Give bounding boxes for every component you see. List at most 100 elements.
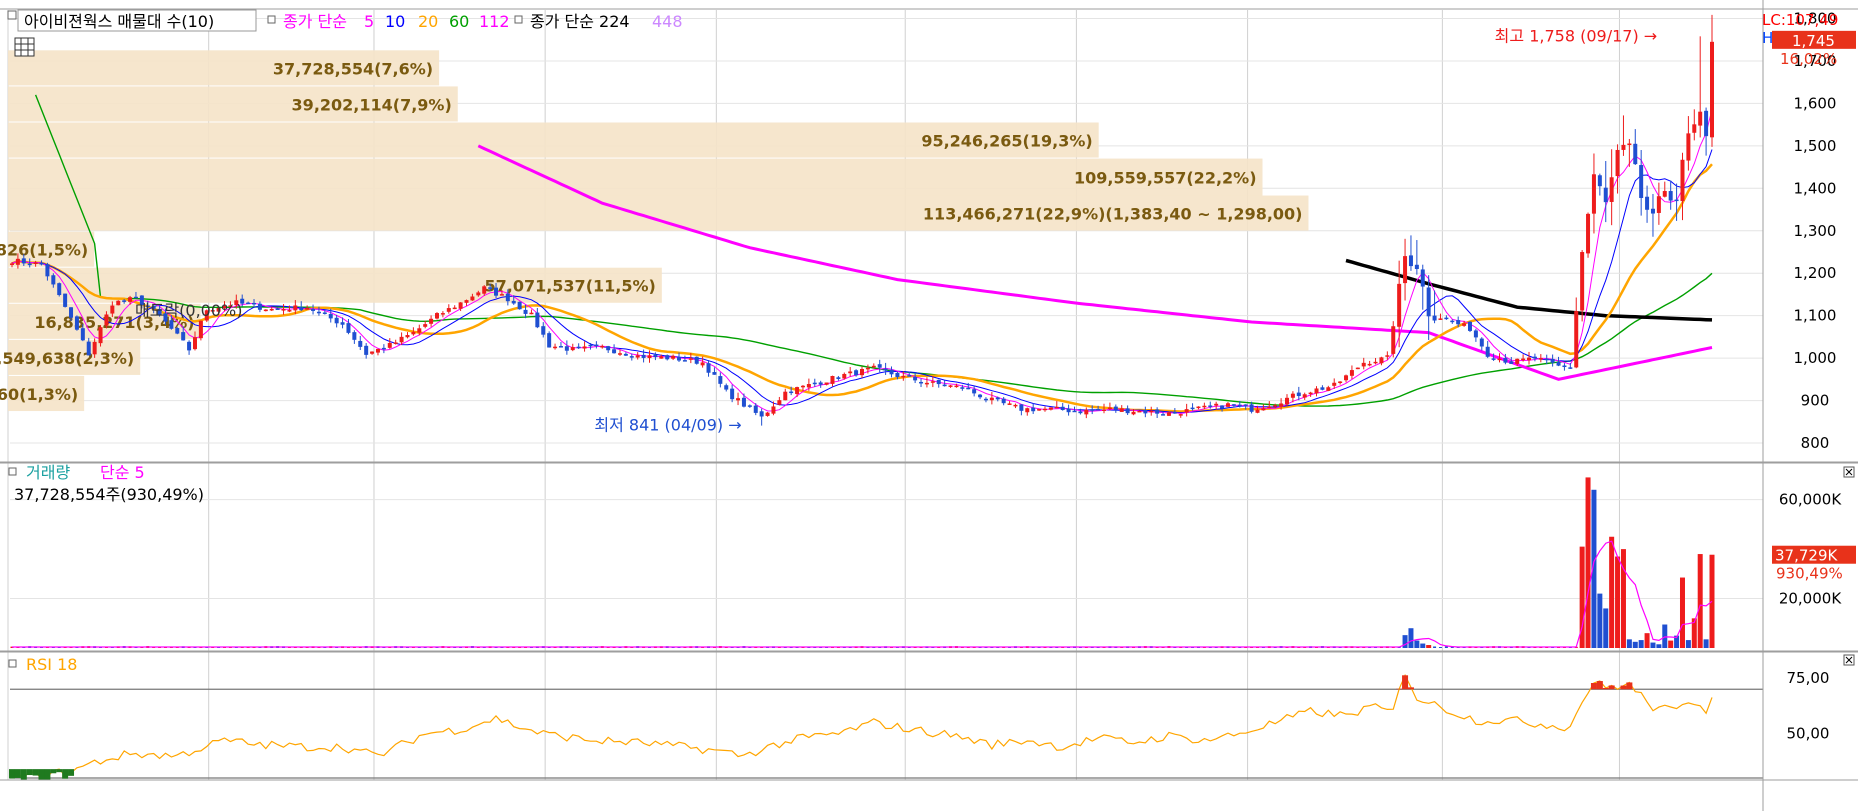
price-tick-label: 1,400 bbox=[1794, 179, 1837, 197]
candle-body bbox=[1102, 409, 1107, 411]
candle-body bbox=[352, 332, 357, 340]
volume-bar bbox=[1626, 639, 1632, 648]
candle-body bbox=[712, 372, 717, 375]
candle-body bbox=[747, 405, 752, 407]
volume-bar bbox=[252, 647, 256, 648]
candle-body bbox=[1202, 405, 1207, 408]
candlestick-series bbox=[10, 14, 1714, 426]
rsi-oversold-fill bbox=[62, 769, 69, 779]
volume-bar bbox=[75, 647, 79, 648]
candle-body bbox=[700, 362, 705, 366]
candle-body bbox=[1273, 405, 1278, 407]
rsi-panel-marker bbox=[8, 659, 17, 668]
candle-body bbox=[677, 357, 682, 361]
volume-bar bbox=[712, 647, 716, 648]
volume-bar bbox=[1527, 647, 1531, 648]
title-box[interactable] bbox=[17, 9, 257, 32]
rsi-overbought-fill bbox=[1602, 687, 1609, 690]
ma224-label: 종가 단순 224 bbox=[530, 12, 630, 31]
volume-bar bbox=[825, 647, 829, 648]
candle-body bbox=[1680, 159, 1685, 202]
candle-body bbox=[1621, 144, 1626, 150]
candle-body bbox=[771, 406, 776, 414]
candle-body bbox=[411, 331, 416, 335]
rsi-oversold-fill bbox=[14, 769, 21, 778]
candle-body bbox=[688, 358, 693, 360]
volume-bars bbox=[10, 477, 1715, 648]
candle-body bbox=[322, 312, 327, 314]
volume-bar bbox=[323, 647, 327, 648]
close-icon[interactable] bbox=[1843, 466, 1855, 478]
volume-profile-band bbox=[8, 267, 662, 303]
volume-profile-band bbox=[8, 158, 1263, 196]
volume-bar bbox=[1644, 633, 1650, 648]
candle-body bbox=[1403, 256, 1408, 284]
candle-body bbox=[33, 262, 38, 265]
volume-profile-label: 95,246,265(19,3%) bbox=[921, 132, 1092, 151]
candle-body bbox=[1650, 208, 1655, 214]
rsi-oversold-fill bbox=[32, 769, 39, 776]
volume-bar bbox=[1214, 647, 1218, 648]
rsi-tick-label: 75,00 bbox=[1787, 669, 1830, 687]
price-tick-label: 1,200 bbox=[1794, 264, 1837, 282]
close-icon[interactable] bbox=[1843, 654, 1855, 666]
volume-bar bbox=[1402, 635, 1408, 648]
candle-body bbox=[1349, 370, 1354, 376]
candle-body bbox=[187, 341, 192, 351]
candle-body bbox=[216, 307, 221, 312]
volume-info: 37,728,554주(930,49%) bbox=[14, 485, 204, 504]
rsi-line bbox=[9, 673, 1713, 782]
table-icon[interactable] bbox=[14, 37, 35, 57]
candle-body bbox=[1568, 367, 1573, 369]
volume-bar bbox=[1408, 628, 1414, 648]
close-icon-stroke bbox=[1845, 656, 1853, 664]
rsi-oversold-fill bbox=[50, 769, 57, 774]
candle-body bbox=[1556, 362, 1561, 366]
candle-body bbox=[1686, 133, 1691, 161]
volume-profile: 37,728,554(7,6%) 39,202,114(7,9%) 95,246,2… bbox=[0, 50, 1309, 412]
candle-body bbox=[281, 309, 286, 311]
rsi-series bbox=[11, 673, 1713, 780]
candle-body bbox=[694, 356, 699, 364]
candle-body bbox=[116, 300, 121, 306]
volume-last-change: 930,49% bbox=[1776, 565, 1843, 583]
candle-body bbox=[594, 344, 599, 347]
candle-body bbox=[181, 332, 186, 341]
volume-tick-label: 20,000K bbox=[1779, 590, 1842, 608]
volume-bar bbox=[299, 647, 303, 648]
volume-bar bbox=[1433, 646, 1437, 648]
candle-body bbox=[293, 305, 298, 311]
candle-body bbox=[210, 310, 215, 312]
candle-body bbox=[452, 307, 457, 310]
candle-body bbox=[387, 342, 392, 348]
lc-value: LC:107,49 bbox=[1762, 11, 1838, 29]
candle-body bbox=[494, 287, 499, 296]
candle-body bbox=[311, 309, 316, 311]
candle-body bbox=[600, 345, 605, 348]
candle-body bbox=[1373, 361, 1378, 364]
volume-tick-label: 60,000K bbox=[1779, 491, 1842, 509]
rsi-overbought-fill bbox=[1620, 685, 1627, 690]
candle-body bbox=[328, 313, 333, 319]
volume-bar bbox=[1444, 646, 1448, 648]
candle-body bbox=[1308, 392, 1313, 395]
candle-body bbox=[1462, 323, 1467, 326]
volume-bar bbox=[199, 647, 203, 648]
candle-body bbox=[1042, 408, 1047, 411]
candle-body bbox=[482, 286, 487, 294]
candle-body bbox=[1414, 264, 1419, 270]
candle-body bbox=[1072, 410, 1077, 413]
chart-title: 아이비젼웍스 매물대 수(10) bbox=[24, 12, 214, 31]
volume-bar bbox=[1315, 647, 1319, 648]
rsi-oversold-fill bbox=[20, 769, 27, 781]
candle-body bbox=[1296, 392, 1301, 397]
candle-body bbox=[1456, 320, 1461, 325]
candle-body bbox=[1190, 407, 1195, 410]
candle-body bbox=[74, 316, 79, 330]
volume-bar bbox=[1019, 647, 1023, 648]
candle-body bbox=[1078, 411, 1083, 414]
candle-body bbox=[234, 300, 239, 306]
candle-body bbox=[1344, 375, 1349, 381]
candle-body bbox=[1196, 406, 1201, 409]
candle-body bbox=[122, 300, 127, 302]
